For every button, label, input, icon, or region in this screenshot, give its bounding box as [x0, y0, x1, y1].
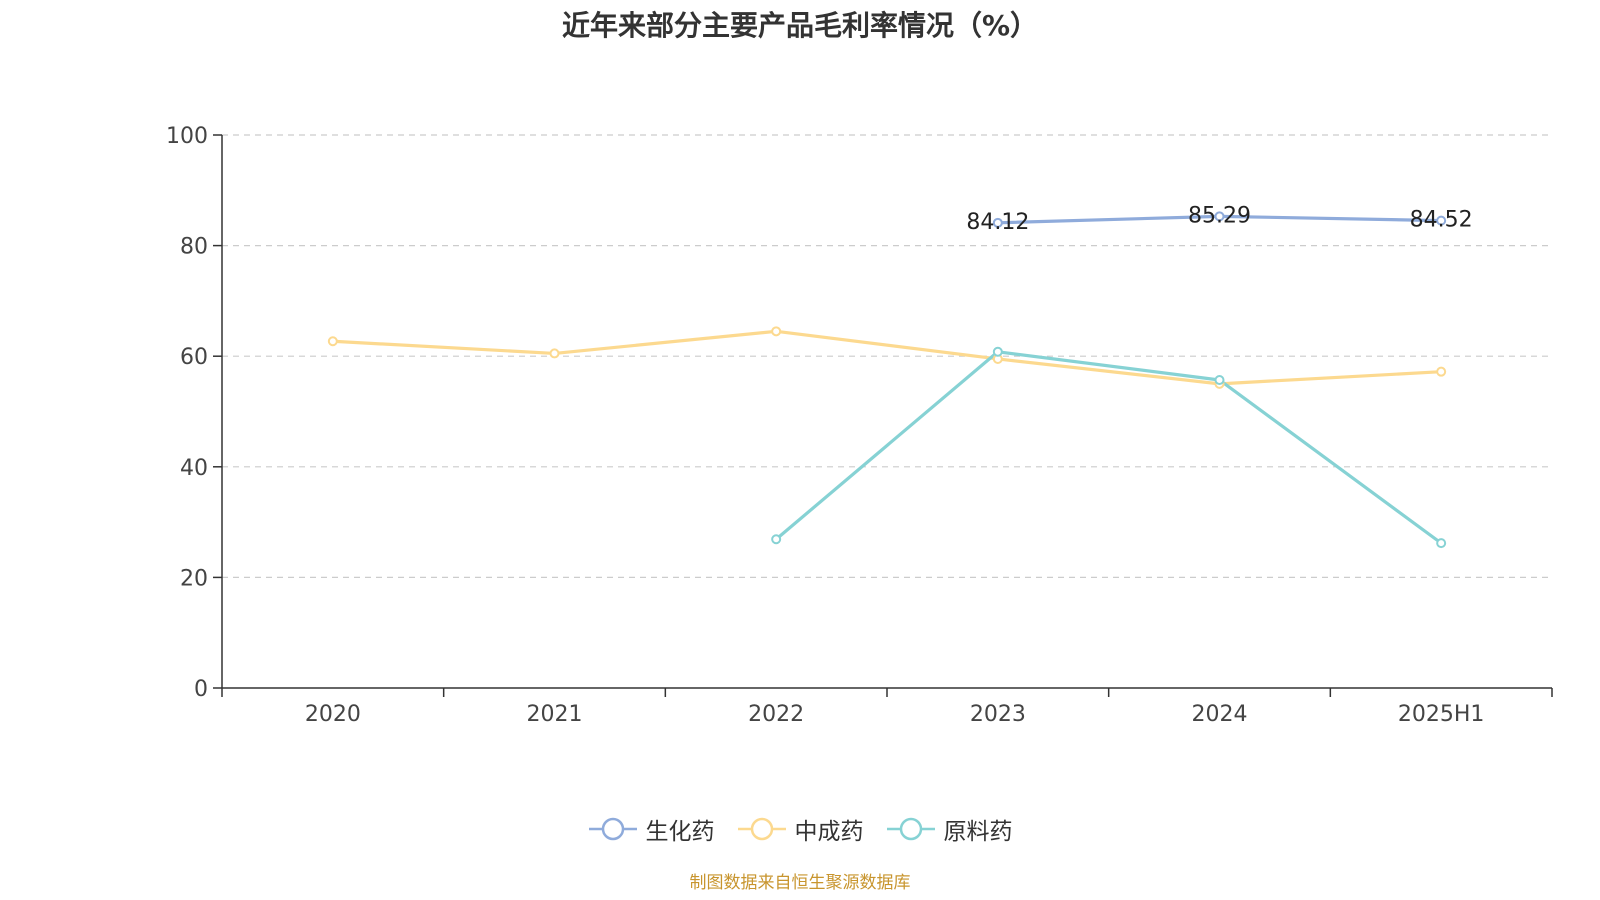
y-tick-label: 20: [180, 566, 208, 591]
legend-label: 中成药: [794, 819, 864, 845]
y-tick-label: 80: [180, 235, 208, 260]
x-tick-label: 2020: [305, 702, 361, 727]
source-note: 制图数据来自恒生聚源数据库: [689, 873, 911, 893]
legend-item[interactable]: 原料药: [886, 812, 1013, 846]
series-layer: [327, 211, 1447, 549]
legend-label: 生化药: [645, 819, 715, 845]
series-line: [775, 350, 1443, 545]
x-tick-label: 2025H1: [1398, 702, 1485, 727]
data-point: [1214, 211, 1225, 222]
data-point: [992, 346, 1003, 357]
x-tick-label: 2021: [527, 702, 583, 727]
data-label: 84.12: [966, 210, 1029, 235]
legend-label: 原料药: [943, 819, 1013, 845]
y-tick-label: 40: [180, 456, 208, 481]
y-tick-label: 60: [180, 345, 208, 370]
chart-title: 近年来部分主要产品毛利率情况（%）: [561, 9, 1039, 42]
axis-layer: 0 20 40 60 80 100 2020 2021 2022 2023 2024 2025H1: [166, 124, 1553, 727]
legend: 生化药 中成药 原料药: [0, 812, 1600, 846]
x-tick-label: 2022: [748, 702, 804, 727]
legend-item[interactable]: 中成药: [737, 812, 864, 846]
legend-marker-icon: [886, 817, 935, 841]
label-layer: 84.12 85.29 84.52: [966, 203, 1472, 234]
data-label: 84.52: [1410, 208, 1473, 233]
x-tick-label: 2023: [970, 702, 1026, 727]
data-point: [992, 217, 1003, 228]
data-point: [771, 534, 782, 545]
data-point: [1214, 374, 1225, 385]
y-tick-label: 100: [166, 124, 208, 149]
legend-item[interactable]: 生化药: [588, 812, 715, 846]
data-point: [1436, 538, 1447, 549]
series-line: [332, 329, 1442, 386]
legend-marker-icon: [588, 817, 637, 841]
data-label: 85.29: [1188, 203, 1251, 228]
legend-marker-icon: [737, 817, 786, 841]
data-point: [549, 348, 560, 359]
grid-layer: [222, 134, 1552, 579]
data-point: [1436, 366, 1447, 377]
data-point: [327, 336, 338, 347]
data-point: [771, 326, 782, 337]
x-tick-label: 2024: [1192, 702, 1248, 727]
data-point: [1436, 215, 1447, 226]
y-tick-label: 0: [194, 677, 208, 702]
